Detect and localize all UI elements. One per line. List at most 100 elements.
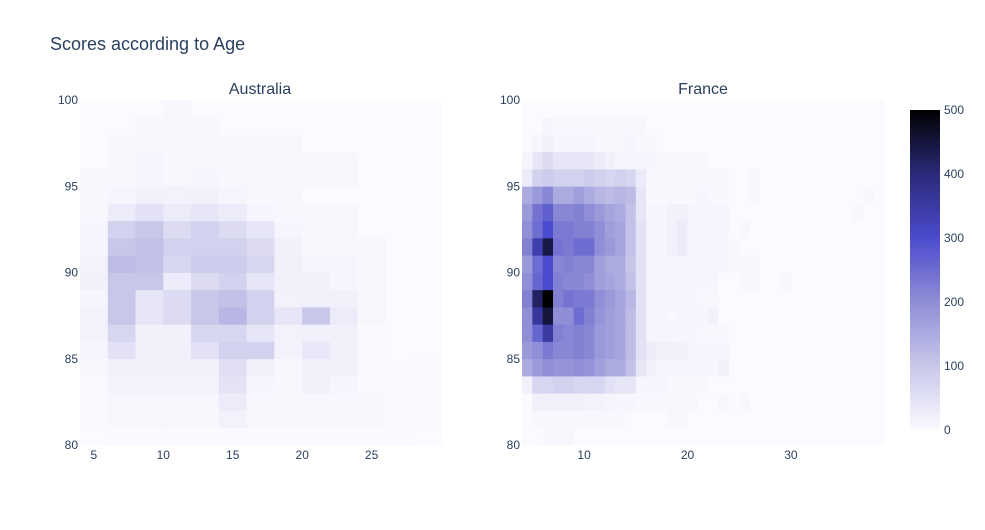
heatmap-cell bbox=[573, 324, 585, 342]
heatmap-cell bbox=[413, 358, 442, 377]
heatmap-cell bbox=[594, 289, 606, 308]
heatmap-cell bbox=[274, 410, 303, 429]
y-tick-label: 95 bbox=[507, 179, 521, 193]
heatmap-cell bbox=[413, 151, 442, 170]
heatmap-cell bbox=[191, 169, 220, 187]
heatmap-cell bbox=[246, 324, 275, 342]
heatmap-cell bbox=[697, 289, 709, 308]
heatmap-cell bbox=[832, 134, 844, 153]
heatmap-cell bbox=[821, 100, 833, 118]
heatmap-cell bbox=[677, 238, 688, 256]
heatmap-cell bbox=[107, 427, 136, 446]
heatmap-cell bbox=[584, 117, 595, 135]
heatmap-cell bbox=[656, 427, 668, 446]
heatmap-cell bbox=[873, 100, 885, 118]
y-tick-label: 85 bbox=[65, 352, 79, 366]
heatmap-cell bbox=[329, 289, 359, 308]
heatmap-cell bbox=[563, 169, 575, 187]
heatmap-cell bbox=[821, 427, 833, 446]
heatmap-cell bbox=[687, 186, 699, 204]
heatmap-cell bbox=[749, 324, 761, 342]
heatmap-cell bbox=[749, 238, 761, 256]
heatmap-cell bbox=[584, 393, 595, 411]
heatmap-cell bbox=[553, 203, 564, 222]
heatmap-cell bbox=[532, 169, 544, 187]
heatmap-cell bbox=[604, 307, 616, 325]
heatmap-cell bbox=[135, 151, 164, 170]
heatmap-cell bbox=[553, 117, 564, 135]
heatmap-cell bbox=[749, 100, 761, 118]
heatmap-cell bbox=[594, 410, 606, 429]
heatmap-cell bbox=[873, 203, 885, 222]
heatmap-cell bbox=[615, 100, 626, 118]
heatmap-cell bbox=[191, 238, 220, 256]
heatmap-cell bbox=[135, 427, 164, 446]
heatmap-cell bbox=[749, 186, 761, 204]
heatmap-cell bbox=[615, 272, 626, 291]
heatmap-cell bbox=[107, 289, 136, 308]
heatmap-cell bbox=[832, 203, 844, 222]
heatmap-cell bbox=[625, 100, 637, 118]
heatmap-cell bbox=[832, 427, 844, 446]
heatmap-cell bbox=[532, 238, 544, 256]
heatmap-cell bbox=[563, 203, 575, 222]
heatmap-cell bbox=[163, 376, 192, 394]
heatmap-cell bbox=[522, 255, 533, 273]
heatmap-cell bbox=[677, 427, 688, 446]
heatmap-cell bbox=[80, 307, 109, 325]
heatmap-cell bbox=[191, 324, 220, 342]
heatmap-cell bbox=[80, 427, 109, 446]
heatmap-cell bbox=[135, 272, 164, 291]
heatmap-cell bbox=[532, 307, 544, 325]
heatmap-cell bbox=[532, 410, 544, 429]
heatmap-cell bbox=[246, 393, 275, 411]
heatmap-cell bbox=[135, 186, 164, 204]
heatmap-cell bbox=[135, 289, 164, 308]
heatmap-cell bbox=[646, 376, 657, 394]
heatmap-cell bbox=[790, 169, 802, 187]
heatmap-cell bbox=[863, 289, 875, 308]
heatmap-cell bbox=[604, 324, 616, 342]
heatmap-cell bbox=[573, 134, 585, 153]
heatmap-cell bbox=[274, 151, 303, 170]
heatmap-cell bbox=[656, 307, 668, 325]
heatmap-cell bbox=[135, 220, 164, 239]
heatmap-cell bbox=[573, 151, 585, 170]
heatmap-cell bbox=[863, 255, 875, 273]
heatmap-cell bbox=[553, 272, 564, 291]
heatmap-cell bbox=[357, 151, 386, 170]
heatmap-cell bbox=[811, 289, 823, 308]
y-tick-label: 90 bbox=[65, 266, 79, 280]
heatmap-cell bbox=[852, 169, 864, 187]
heatmap-cell bbox=[191, 410, 220, 429]
heatmap-cell bbox=[852, 341, 864, 360]
heatmap-cell bbox=[302, 151, 331, 170]
heatmap-cell bbox=[728, 100, 740, 118]
heatmap-cell bbox=[687, 358, 699, 377]
heatmap-cell bbox=[357, 203, 386, 222]
heatmap-cell bbox=[615, 134, 626, 153]
heatmap-cell bbox=[80, 100, 109, 118]
heatmap-cell bbox=[708, 393, 719, 411]
heatmap-cell bbox=[163, 324, 192, 342]
heatmap-cell bbox=[635, 341, 647, 360]
heatmap-cell bbox=[218, 151, 248, 170]
heatmap-cell bbox=[413, 134, 442, 153]
heatmap-cell bbox=[246, 203, 275, 222]
heatmap-cell bbox=[573, 289, 585, 308]
heatmap-cell bbox=[790, 427, 802, 446]
heatmap-cell bbox=[218, 307, 248, 325]
heatmap-cell bbox=[563, 307, 575, 325]
heatmap-cell bbox=[811, 186, 823, 204]
heatmap-cell bbox=[790, 307, 802, 325]
heatmap-cell bbox=[135, 100, 164, 118]
heatmap-cell bbox=[811, 376, 823, 394]
heatmap-cell bbox=[329, 238, 359, 256]
heatmap-cell bbox=[770, 186, 781, 204]
heatmap-cell bbox=[246, 117, 275, 135]
heatmap-cell bbox=[218, 272, 248, 291]
heatmap-cell bbox=[163, 289, 192, 308]
heatmap-cell bbox=[604, 410, 616, 429]
heatmap-cell bbox=[532, 427, 544, 446]
